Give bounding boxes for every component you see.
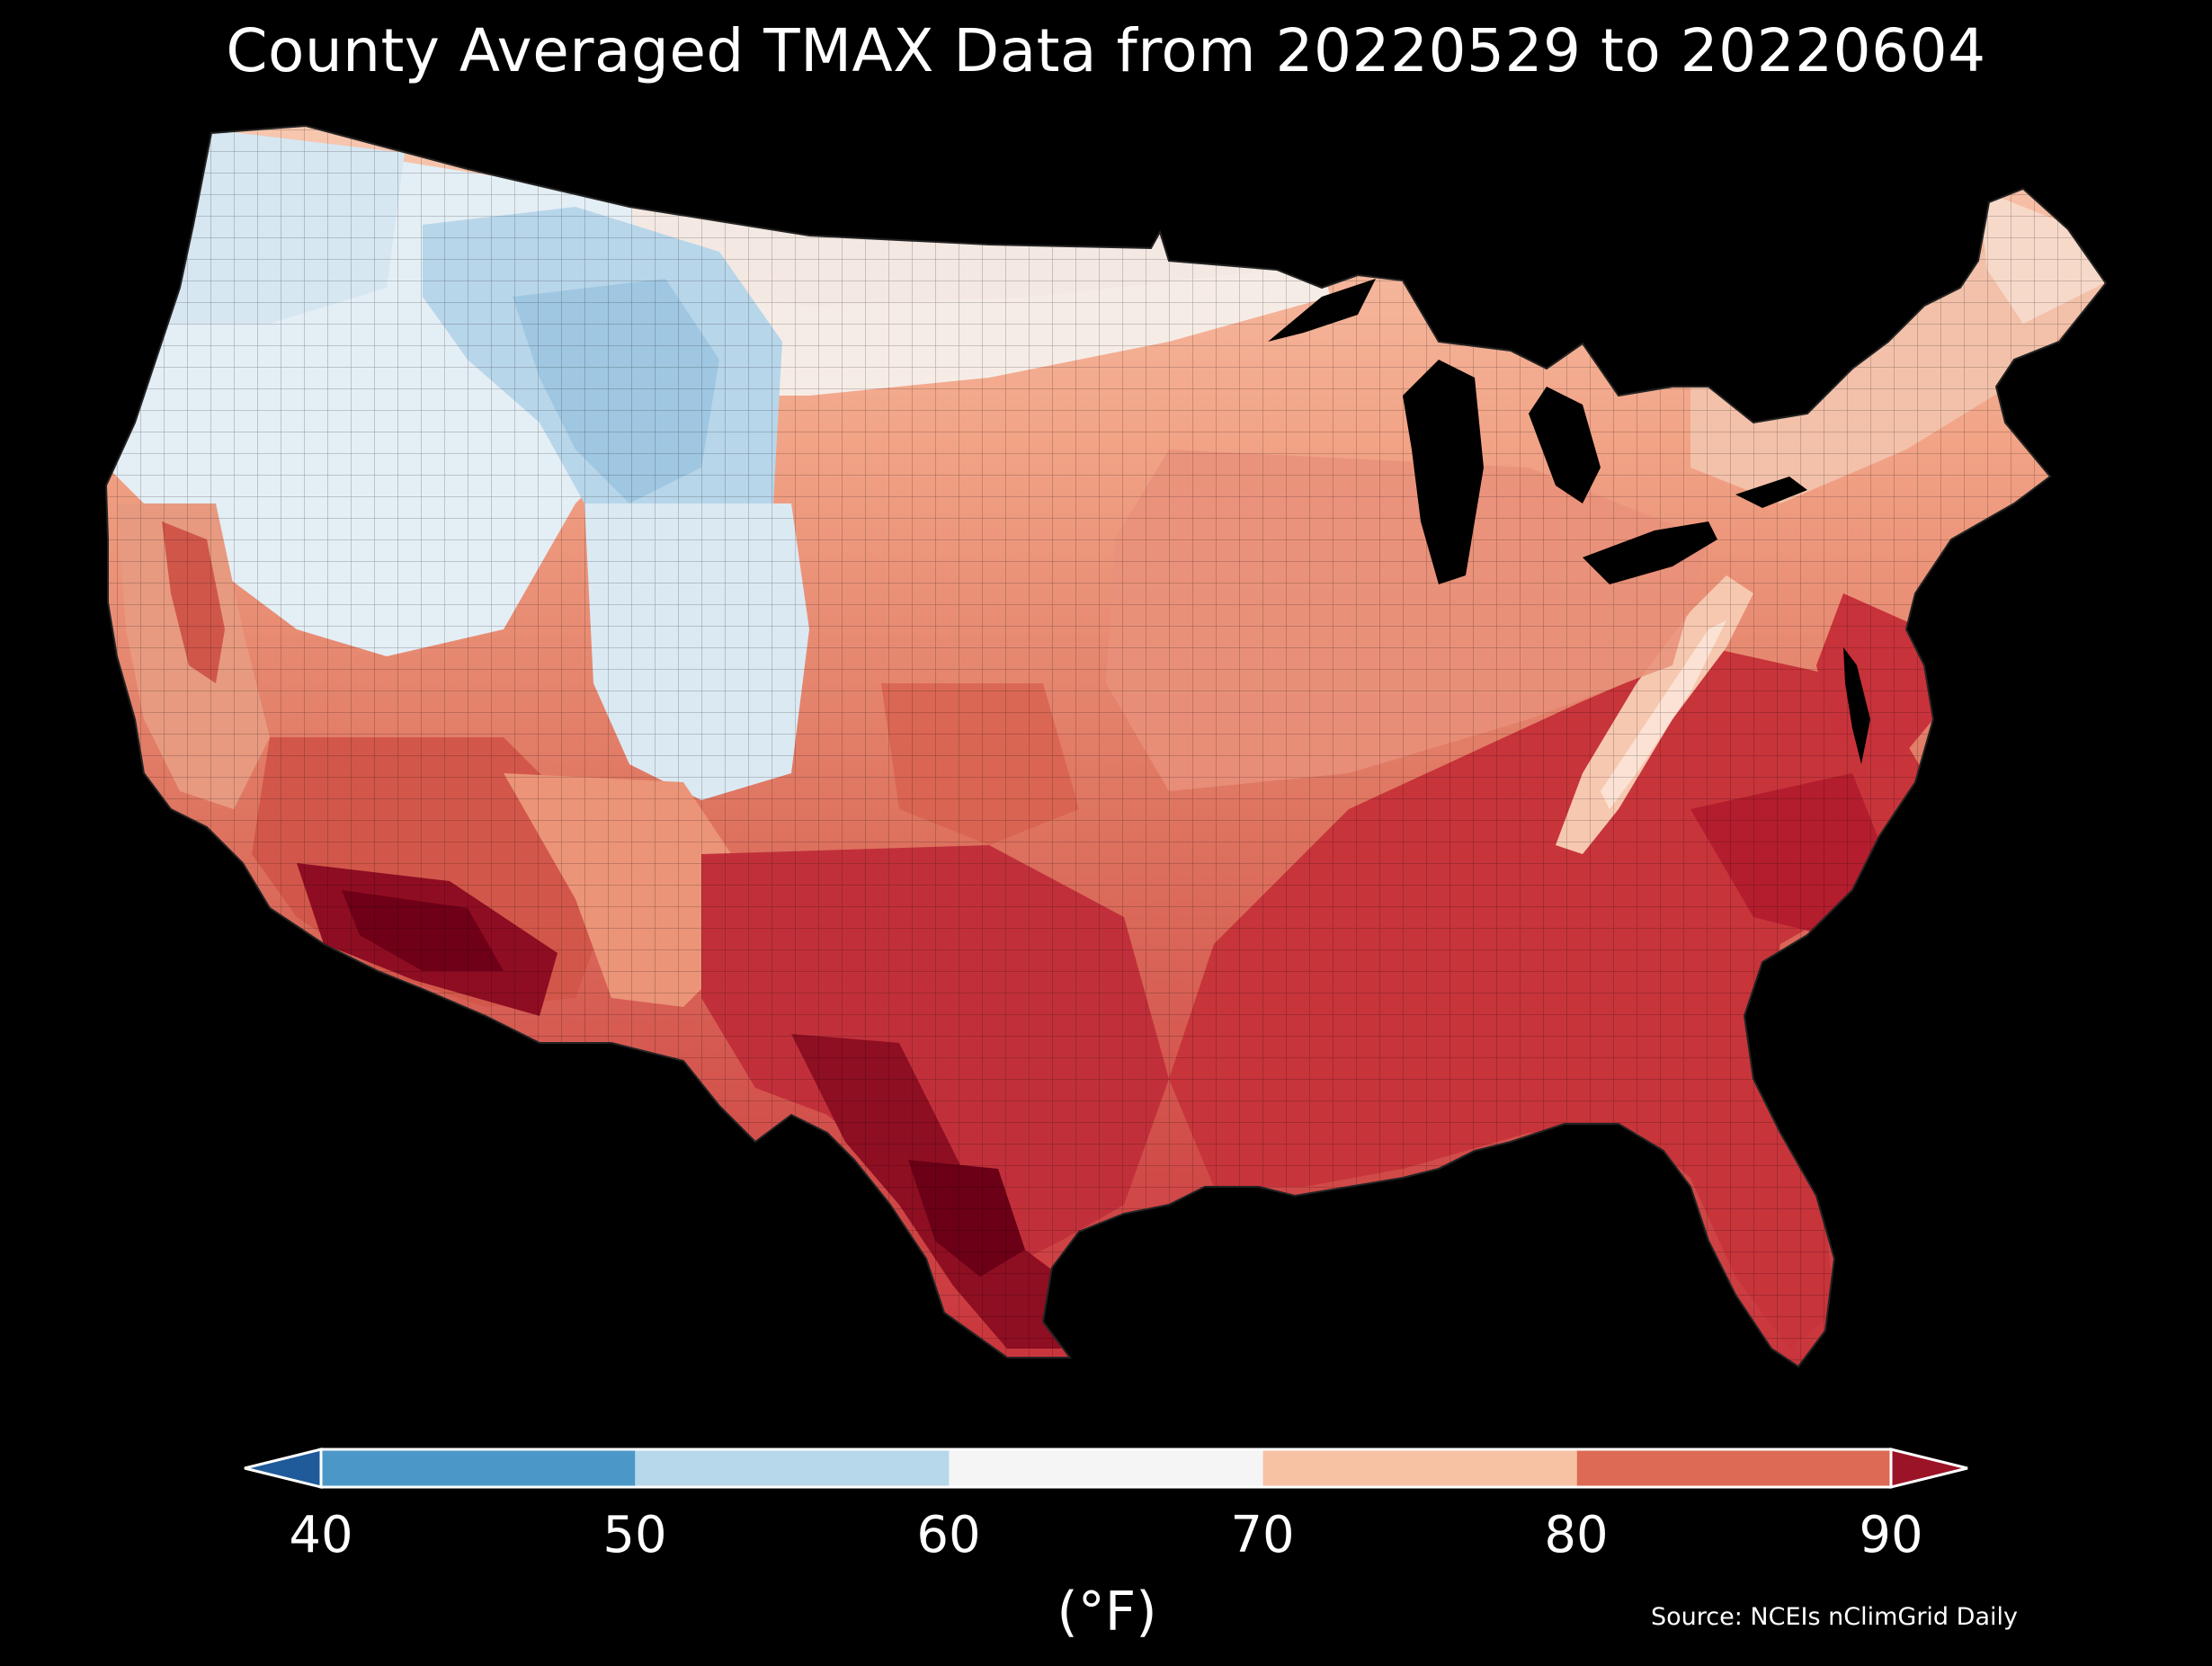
colorbar-over-arrow (1889, 1448, 1968, 1489)
colorbar-tick-40: 40 (289, 1506, 353, 1564)
colorbar-frame (319, 1448, 1893, 1489)
lake-erie (1583, 521, 1717, 584)
lake-michigan (1403, 360, 1484, 584)
colorbar-tick-50: 50 (602, 1506, 667, 1564)
lake-superior (1268, 279, 1376, 342)
colorbar-tick-90: 90 (1859, 1506, 1923, 1564)
colorbar-under-arrow (244, 1448, 323, 1489)
colorbar-bin (949, 1449, 1264, 1487)
colorbar-bin (635, 1449, 950, 1487)
colorbar-tick-70: 70 (1230, 1506, 1295, 1564)
colorbar-tick-80: 80 (1544, 1506, 1609, 1564)
lake-huron (1529, 387, 1601, 503)
source-note: Source: NCEIs nClimGrid Daily (1651, 1603, 2018, 1631)
lake-ontario (1735, 477, 1807, 508)
colorbar-bin (321, 1449, 637, 1487)
colorbar-unit-label: (°F) (1057, 1581, 1157, 1644)
colorbar-bin (1576, 1449, 1892, 1487)
map-title: County Averaged TMAX Data from 20220529 … (226, 16, 1986, 85)
colorbar-bin (1262, 1449, 1578, 1487)
chesapeake-bay (1843, 647, 1870, 764)
colorbar-tick-60: 60 (916, 1506, 981, 1564)
